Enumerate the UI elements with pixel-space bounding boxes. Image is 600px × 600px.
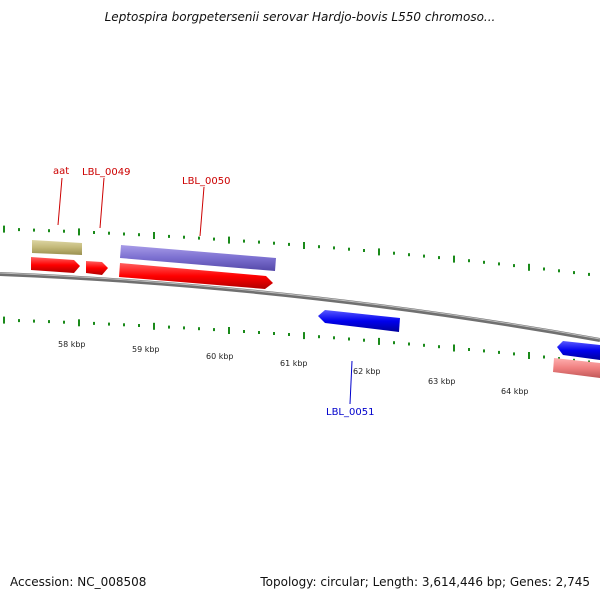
gene-lbl-0051-arrow[interactable] [318,310,400,332]
scale-label-64kbp: 64 kbp [501,387,529,396]
gene-lbl-0050-arrow[interactable] [119,263,273,289]
inner-tick-row [3,316,590,364]
map-title: Leptospira borgpetersenii serovar Hardjo… [104,10,496,24]
gene-lbl-0049-arrow[interactable] [86,261,108,275]
scale-label-62kbp: 62 kbp [353,367,381,376]
chromosome-backbone [0,272,600,342]
scale-label-63kbp: 63 kbp [428,377,456,386]
feature-aat-region[interactable] [32,240,82,255]
scale-label-58kbp: 58 kbp [58,340,86,349]
gene-reverse-right-arrow[interactable] [557,341,600,360]
gene-label-lbl-0050[interactable]: LBL_0050 [182,176,230,187]
label-leader-lbl-0049 [99,177,105,229]
scale-label-60kbp: 60 kbp [206,352,234,361]
label-leader-lbl-0050 [199,186,205,237]
label-leader-lbl-0051 [349,360,353,405]
outer-tick-row [3,225,590,276]
topology-summary-text: Topology: circular; Length: 3,614,446 bp… [260,575,590,589]
gene-label-lbl-0051[interactable]: LBL_0051 [326,407,374,418]
gene-reverse-right-light-arrow[interactable] [553,358,600,378]
gene-aat-arrow[interactable] [31,257,80,273]
label-leader-aat [57,177,63,226]
gene-label-aat[interactable]: aat [53,166,69,177]
scale-label-59kbp: 59 kbp [132,345,160,354]
gene-label-lbl-0049[interactable]: LBL_0049 [82,167,130,178]
accession-text: Accession: NC_008508 [10,575,147,589]
scale-label-61kbp: 61 kbp [280,359,308,368]
feature-lbl-0050-region[interactable] [120,245,276,271]
